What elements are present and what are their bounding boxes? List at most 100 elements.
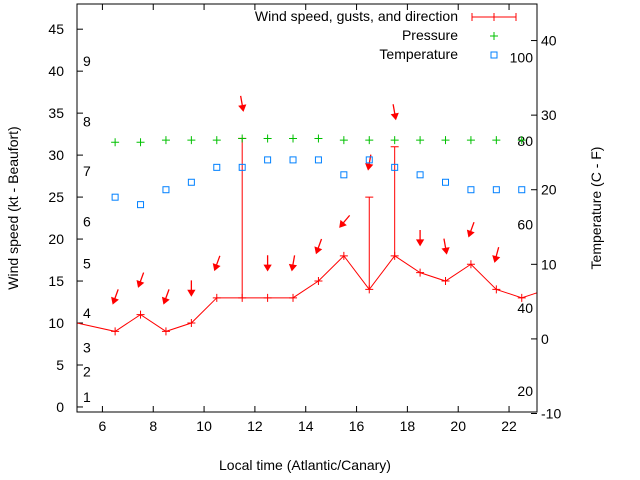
y2-tick-label: 10 <box>541 256 557 272</box>
wind-direction-arrow-icon <box>212 255 221 272</box>
wind-speed-point <box>289 293 298 302</box>
pressure-point <box>492 136 501 145</box>
legend-pressure-label: Pressure <box>402 27 458 43</box>
wind-speed-point <box>212 293 221 302</box>
y2-tick-label: 30 <box>541 107 557 123</box>
temperature-point <box>213 163 221 171</box>
wind-direction-arrow-icon <box>263 255 272 272</box>
pressure-point <box>314 134 323 143</box>
fahrenheit-label: 80 <box>517 133 533 149</box>
temperature-point <box>289 156 297 164</box>
wind-speed-point <box>187 319 196 328</box>
wind-gust-bar <box>238 137 247 298</box>
x-axis-label: Local time (Atlantic/Canary) <box>219 457 391 473</box>
wind-speed-point <box>517 293 526 302</box>
temperature-point <box>111 193 119 201</box>
x-tick-label: 20 <box>450 418 466 434</box>
pressure-point <box>136 138 145 147</box>
y-tick-label: 25 <box>48 189 64 205</box>
y2-tick-label: 40 <box>541 33 557 49</box>
wind-speed-point <box>263 293 272 302</box>
wind-direction-arrow-icon <box>390 104 399 121</box>
wind-direction-arrow-icon <box>187 280 196 297</box>
wind-direction-arrow-icon <box>161 289 170 305</box>
y-tick-label: 15 <box>48 273 64 289</box>
fahrenheit-label: 40 <box>517 300 533 316</box>
pressure-point <box>517 136 526 145</box>
y-tick-label: 30 <box>48 147 64 163</box>
legend-pressure-sample <box>490 32 498 40</box>
temperature-point <box>187 178 195 186</box>
y-tick-label: 0 <box>56 399 64 415</box>
wind-speed-point <box>136 310 145 319</box>
fahrenheit-label: 60 <box>517 216 533 232</box>
y2-tick-label: -10 <box>541 405 561 421</box>
beaufort-label: 8 <box>83 114 91 130</box>
temperature-point <box>162 186 170 194</box>
x-tick-label: 6 <box>99 418 107 434</box>
fahrenheit-label: 20 <box>517 383 533 399</box>
pressure-point <box>238 134 247 143</box>
temperature-point <box>442 178 450 186</box>
wind-speed-point <box>161 327 170 336</box>
temperature-point <box>238 163 246 171</box>
temperature-point <box>467 186 475 194</box>
temperature-point <box>391 163 399 171</box>
pressure-point <box>365 136 374 145</box>
wind-speed-line <box>76 255 538 332</box>
x-tick-label: 16 <box>349 418 365 434</box>
legend-wind-sample <box>471 13 517 21</box>
wind-direction-arrow-icon <box>492 246 501 263</box>
y-tick-label: 20 <box>48 231 64 247</box>
wind-direction-arrow-icon <box>415 230 425 247</box>
wind-speed-point <box>492 285 501 294</box>
temperature-point <box>340 171 348 179</box>
wind-direction-arrow-icon <box>288 255 298 272</box>
wind-gust-bar <box>390 146 399 256</box>
x-tick-label: 8 <box>149 418 157 434</box>
pressure-point <box>289 134 298 143</box>
wind-gust-bar <box>365 196 374 290</box>
beaufort-label: 1 <box>83 389 91 405</box>
wind-speed-point <box>416 268 425 277</box>
beaufort-label: 9 <box>83 53 91 69</box>
y2-tick-label: 20 <box>541 182 557 198</box>
y-tick-label: 10 <box>48 315 64 331</box>
temperature-point <box>137 201 145 209</box>
wind-speed-point <box>441 277 450 286</box>
y-tick-label: 45 <box>48 21 64 37</box>
wind-speed-point <box>111 327 120 336</box>
wind-direction-arrow-icon <box>314 238 323 255</box>
temperature-point <box>264 156 272 164</box>
y-tick-label: 5 <box>56 357 64 373</box>
x-tick-label: 12 <box>247 418 263 434</box>
wind-direction-arrow-icon <box>441 238 450 255</box>
legend-temperature-label: Temperature <box>379 46 458 62</box>
x-tick-label: 14 <box>298 418 314 434</box>
pressure-point <box>441 136 450 145</box>
beaufort-label: 7 <box>83 163 91 179</box>
pressure-point <box>263 134 272 143</box>
pressure-point <box>466 136 475 145</box>
temperature-point <box>518 186 526 194</box>
beaufort-label: 5 <box>83 255 91 271</box>
x-tick-label: 22 <box>501 418 517 434</box>
pressure-point <box>187 136 196 145</box>
temperature-point <box>365 156 373 164</box>
beaufort-label: 3 <box>83 339 91 355</box>
x-tick-label: 10 <box>196 418 212 434</box>
legend-wind-label: Wind speed, gusts, and direction <box>255 8 458 24</box>
temperature-point <box>416 171 424 179</box>
wind-direction-arrow-icon <box>136 272 145 288</box>
pressure-point <box>111 138 120 147</box>
x-tick-label: 18 <box>400 418 416 434</box>
wind-direction-arrow-icon <box>238 95 247 112</box>
y-axis-label: Wind speed (kt - Beaufort) <box>5 126 21 289</box>
wind-speed-point <box>314 277 323 286</box>
legend-temperature-sample <box>490 51 498 59</box>
pressure-point <box>416 136 425 145</box>
temperature-point <box>492 186 500 194</box>
y2-axis-label: Temperature (C - F) <box>588 147 604 270</box>
pressure-point <box>390 136 399 145</box>
